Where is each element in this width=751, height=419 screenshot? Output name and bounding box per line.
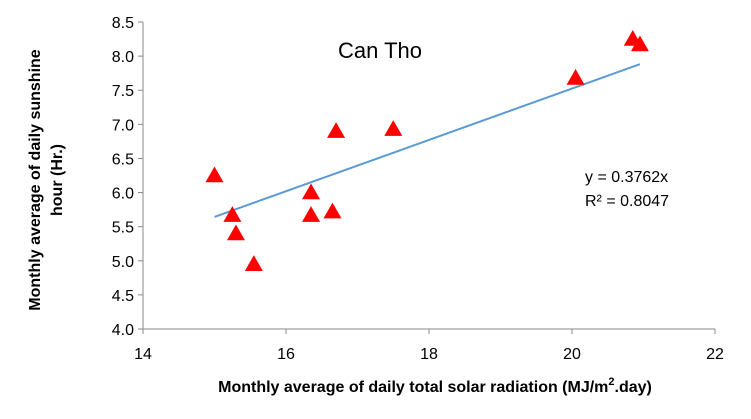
x-axis-tick-labels: 14 16 18 20 22 bbox=[134, 346, 724, 363]
y-tick-label: 6.0 bbox=[112, 186, 134, 203]
y-axis-title-line-1: Monthly average of daily sunshine bbox=[27, 49, 44, 310]
y-tick-label: 8.5 bbox=[112, 15, 134, 32]
y-tick-label: 5.0 bbox=[112, 254, 134, 271]
data-point-triangle bbox=[630, 35, 649, 52]
data-point-triangle bbox=[205, 166, 224, 183]
x-tick-label: 16 bbox=[277, 346, 295, 363]
y-tick-label: 7.5 bbox=[112, 83, 134, 100]
x-tick-label: 14 bbox=[134, 346, 152, 363]
y-tick-label: 8.0 bbox=[112, 49, 134, 66]
x-tick-label: 20 bbox=[563, 346, 581, 363]
y-tick-label: 4.0 bbox=[112, 322, 134, 339]
x-axis-title-main: Monthly average of daily total solar rad… bbox=[218, 379, 608, 396]
chart-title: Can Tho bbox=[338, 38, 422, 63]
y-axis-title: Monthly average of daily sunshine hour (… bbox=[27, 49, 66, 310]
data-point-triangle bbox=[226, 224, 245, 241]
y-tick-label: 5.5 bbox=[112, 220, 134, 237]
x-tick-label: 22 bbox=[706, 346, 724, 363]
data-point-triangle bbox=[302, 183, 321, 200]
data-point-triangle bbox=[327, 122, 346, 138]
data-point-triangle bbox=[566, 68, 585, 85]
x-axis-title-tail: .day) bbox=[615, 379, 652, 396]
r-squared: R² = 0.8047 bbox=[585, 193, 669, 210]
axis-tick-marks bbox=[138, 21, 716, 334]
data-point-triangle bbox=[302, 206, 321, 222]
y-axis-title-line-2: hour (Hr.) bbox=[49, 144, 66, 216]
x-axis-title-sup: 2 bbox=[608, 376, 614, 388]
data-points bbox=[205, 30, 649, 271]
data-point-triangle bbox=[244, 255, 263, 271]
y-tick-label: 4.5 bbox=[112, 288, 134, 305]
data-point-triangle bbox=[384, 120, 403, 136]
y-axis-tick-labels: 4.0 4.5 5.0 5.5 6.0 6.5 7.0 7.5 8.0 8.5 bbox=[112, 15, 134, 339]
x-tick-label: 18 bbox=[420, 346, 438, 363]
data-point-triangle bbox=[223, 206, 242, 222]
trendline bbox=[214, 63, 641, 218]
trend-equation: y = 0.3762x bbox=[585, 169, 668, 186]
y-tick-label: 6.5 bbox=[112, 151, 134, 168]
y-tick-label: 7.0 bbox=[112, 117, 134, 134]
data-point-triangle bbox=[323, 202, 342, 219]
x-axis-title: Monthly average of daily total solar rad… bbox=[218, 376, 652, 396]
